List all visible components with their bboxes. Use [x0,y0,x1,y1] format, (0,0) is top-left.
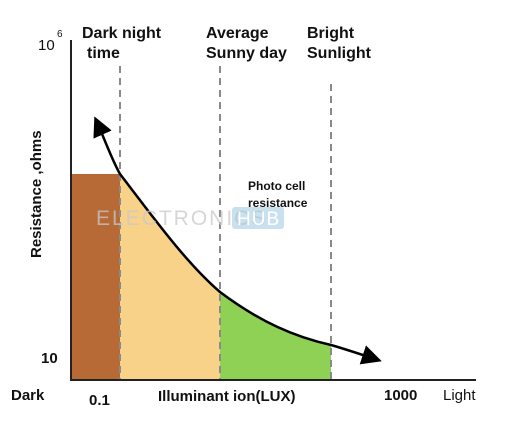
region-label-average-line2: Sunny day [206,45,287,62]
y-tick-bottom: 10 [41,350,58,367]
watermark-hub-box [232,207,284,229]
resistance-curve [93,116,382,365]
curve-label-line2: resistance [248,196,308,210]
x-tick-high: 1000 [384,387,417,404]
watermark-right-text: HUB [237,209,280,230]
region-label-dark-night-line2: time [87,45,120,62]
y-tick-top-exponent: 6 [57,29,63,40]
curve-label-line1: Photo cell [248,179,305,193]
watermark-left-text: ELECTRONICS [96,207,267,230]
y-axis-label: Resistance ,ohms [28,130,45,258]
region-label-dark-night-line1: Dark night [82,25,162,42]
region-label-average-line1: Average [206,25,269,42]
region-dark-fill [71,174,120,380]
x-axis-label: Illuminant ion(LUX) [158,388,295,405]
region-label-bright-line2: Sunlight [307,45,372,62]
x-tick-low: 0.1 [89,392,110,409]
x-axis-dark-label: Dark [11,387,45,404]
x-axis-light-label: Light [443,387,476,404]
region-label-bright-line1: Bright [307,25,355,42]
y-tick-top-base: 10 [38,37,55,54]
